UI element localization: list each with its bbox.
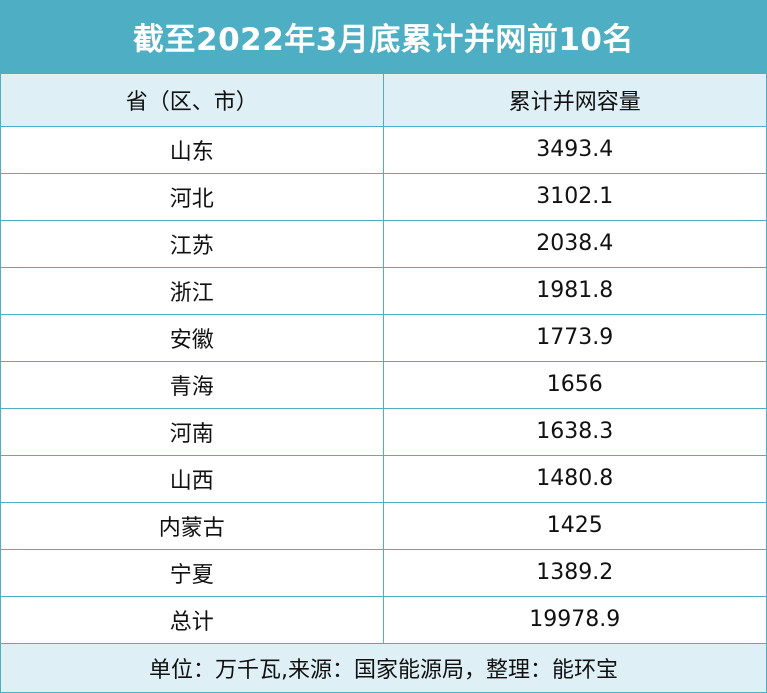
table-row: 河北 3102.1 <box>1 172 766 221</box>
header-capacity: 累计并网容量 <box>382 74 766 127</box>
cell-region: 内蒙古 <box>1 501 384 550</box>
table-footer-note: 单位：万千瓦,来源：国家能源局，整理：能环宝 <box>1 643 766 692</box>
table-row: 青海 1656 <box>1 360 766 409</box>
table-row: 山西 1480.8 <box>1 454 766 503</box>
table-row: 江苏 2038.4 <box>1 219 766 268</box>
table-row: 安徽 1773.9 <box>1 313 766 362</box>
cell-capacity: 1981.8 <box>382 266 766 315</box>
table-row: 浙江 1981.8 <box>1 266 766 315</box>
cell-capacity: 1638.3 <box>382 407 766 456</box>
cell-region: 宁夏 <box>1 548 384 597</box>
table-row: 河南 1638.3 <box>1 407 766 456</box>
cell-capacity: 1425 <box>382 501 766 550</box>
cell-region: 山西 <box>1 454 384 503</box>
header-region: 省（区、市） <box>1 74 384 127</box>
table-header-row: 省（区、市） 累计并网容量 <box>1 74 766 127</box>
cell-capacity: 3102.1 <box>382 172 766 221</box>
table-total-row: 总计 19978.9 <box>1 595 766 644</box>
cell-region: 青海 <box>1 360 384 409</box>
cell-total-label: 总计 <box>1 595 384 644</box>
cell-capacity: 3493.4 <box>382 125 766 174</box>
capacity-table: 省（区、市） 累计并网容量 山东 3493.4 河北 3102.1 江苏 203… <box>1 74 766 644</box>
cell-total-value: 19978.9 <box>382 595 766 644</box>
cell-region: 山东 <box>1 125 384 174</box>
cell-region: 河南 <box>1 407 384 456</box>
cell-region: 江苏 <box>1 219 384 268</box>
cell-region: 安徽 <box>1 313 384 362</box>
cell-capacity: 2038.4 <box>382 219 766 268</box>
table-row: 山东 3493.4 <box>1 125 766 174</box>
table-title: 截至2022年3月底累计并网前10名 <box>1 0 766 74</box>
cell-region: 浙江 <box>1 266 384 315</box>
cell-capacity: 1389.2 <box>382 548 766 597</box>
cell-capacity: 1773.9 <box>382 313 766 362</box>
cell-capacity: 1656 <box>382 360 766 409</box>
cell-capacity: 1480.8 <box>382 454 766 503</box>
table-row: 宁夏 1389.2 <box>1 548 766 597</box>
table-row: 内蒙古 1425 <box>1 501 766 550</box>
cell-region: 河北 <box>1 172 384 221</box>
